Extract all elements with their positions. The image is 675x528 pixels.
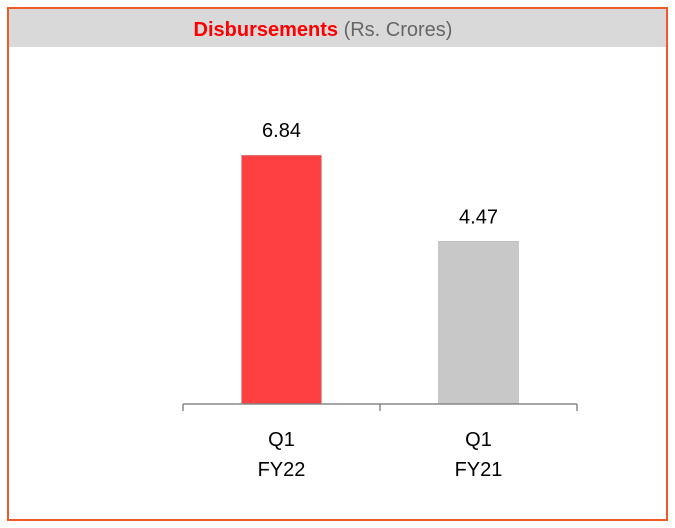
value-label: 4.47 [459,206,498,228]
chart-title-group: Disbursements (Rs. Crores) [194,19,453,41]
x-tick-label: Q1 [268,429,295,451]
bar [438,241,519,405]
header-band [9,9,666,47]
value-label: 6.84 [262,120,301,142]
x-tick-label: FY21 [455,459,503,481]
bar [241,154,322,405]
chart-title: Disbursements [194,19,339,41]
chart-subtitle: (Rs. Crores) [344,19,453,41]
x-tick-label: FY22 [258,459,306,481]
x-tick-label: Q1 [465,429,492,451]
frame [7,7,668,521]
